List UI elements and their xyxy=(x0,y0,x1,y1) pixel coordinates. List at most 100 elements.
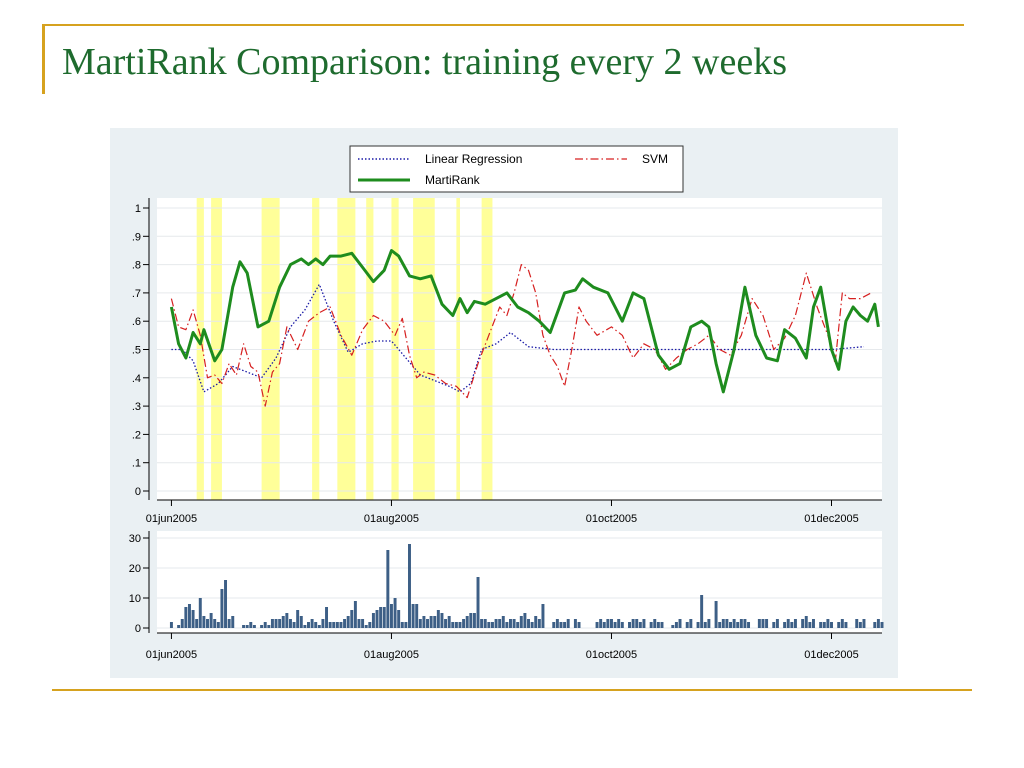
bar xyxy=(772,622,776,628)
series-lines xyxy=(169,249,880,407)
line-y-tick-label: 1 xyxy=(135,203,141,215)
bar xyxy=(361,619,365,628)
bar xyxy=(573,619,577,628)
bar xyxy=(656,622,660,628)
bar xyxy=(606,619,610,628)
line-y-tick-label: .8 xyxy=(132,260,141,272)
bar xyxy=(415,604,419,628)
bar xyxy=(718,622,722,628)
bar xyxy=(700,595,704,628)
bar xyxy=(292,622,296,628)
bar xyxy=(685,622,689,628)
bar xyxy=(436,610,440,628)
bar xyxy=(505,622,509,628)
line-y-tick-label: .3 xyxy=(132,401,141,413)
bar xyxy=(610,619,613,628)
bar xyxy=(786,619,790,628)
bar xyxy=(808,622,812,628)
bar xyxy=(213,619,217,628)
bar-plot-area xyxy=(157,531,882,633)
bar xyxy=(220,589,224,628)
bar xyxy=(278,619,282,628)
legend-martirank-label: MartiRank xyxy=(425,173,481,187)
bar xyxy=(880,622,884,628)
bar xyxy=(368,622,372,628)
bar xyxy=(617,619,621,628)
bar-y-tick-label: 0 xyxy=(135,623,141,635)
bar xyxy=(761,619,765,628)
bar xyxy=(523,613,527,628)
bar xyxy=(480,619,484,628)
bar-x-axis: 01jun2005 01aug2005 01oct2005 01dec2005 xyxy=(146,632,882,661)
bar xyxy=(476,577,480,628)
bar xyxy=(527,619,530,628)
bar xyxy=(249,622,253,628)
legend: Linear Regression SVM MartiRank xyxy=(349,145,684,193)
bar xyxy=(725,619,729,628)
line-y-tick-label: .6 xyxy=(132,316,141,328)
bars xyxy=(169,544,884,628)
bar xyxy=(454,622,458,628)
line-y-tick-label: .9 xyxy=(132,231,141,243)
bar xyxy=(631,619,635,628)
bar xyxy=(721,619,725,628)
bar xyxy=(819,622,823,628)
chart-panel: 0.1.2.3.4.5.6.7.8.91 01jun2005 01aug2005 0… xyxy=(110,128,898,678)
bar xyxy=(260,625,264,628)
bar xyxy=(350,610,354,628)
legend-linear-regression-label: Linear Regression xyxy=(425,152,522,166)
bar xyxy=(837,622,841,628)
line-y-tick-label: 0 xyxy=(135,486,141,498)
bar xyxy=(242,625,246,628)
bar xyxy=(811,619,815,628)
bar xyxy=(855,619,859,628)
bar xyxy=(671,625,675,628)
bar xyxy=(747,622,751,628)
bar xyxy=(707,619,711,628)
bar xyxy=(462,619,466,628)
bar-x-tick-label: 01oct2005 xyxy=(586,649,637,661)
bar xyxy=(790,622,794,628)
bar xyxy=(397,610,401,628)
bar xyxy=(209,613,213,628)
bar-chart: 0 10 20 30 01jun2005 01aug2005 01oct2005 01dec… xyxy=(129,531,884,661)
bar xyxy=(177,625,181,628)
bar xyxy=(184,607,188,628)
bar xyxy=(332,622,336,628)
bar xyxy=(469,613,473,628)
line-y-tick-label: .1 xyxy=(132,458,141,470)
bar xyxy=(180,619,184,628)
bar xyxy=(739,619,743,628)
bar xyxy=(519,616,523,628)
bar xyxy=(472,613,476,628)
bar xyxy=(310,619,314,628)
bar xyxy=(458,622,462,628)
bar-y-tick-label: 20 xyxy=(129,563,141,575)
bar xyxy=(429,616,433,628)
bar xyxy=(288,619,292,628)
bar xyxy=(714,601,718,628)
line-y-tick-label: .7 xyxy=(132,288,141,300)
bar xyxy=(649,622,653,628)
bar xyxy=(270,619,274,628)
bar xyxy=(281,616,285,628)
bar xyxy=(444,619,448,628)
line-y-tick-label: .4 xyxy=(132,373,141,385)
bar xyxy=(678,619,682,628)
bar xyxy=(689,619,693,628)
bar xyxy=(530,622,534,628)
bar xyxy=(732,619,736,628)
bar xyxy=(426,619,429,628)
bar xyxy=(263,622,267,628)
bar-x-tick-label: 01jun2005 xyxy=(146,649,197,661)
bar xyxy=(566,619,570,628)
bar xyxy=(191,610,195,628)
linear-regression-line xyxy=(171,283,865,393)
bar xyxy=(404,622,408,628)
bar xyxy=(736,622,740,628)
bar xyxy=(307,622,310,628)
bar xyxy=(516,622,520,628)
bar xyxy=(801,619,805,628)
bar xyxy=(317,625,321,628)
bar xyxy=(433,616,437,628)
